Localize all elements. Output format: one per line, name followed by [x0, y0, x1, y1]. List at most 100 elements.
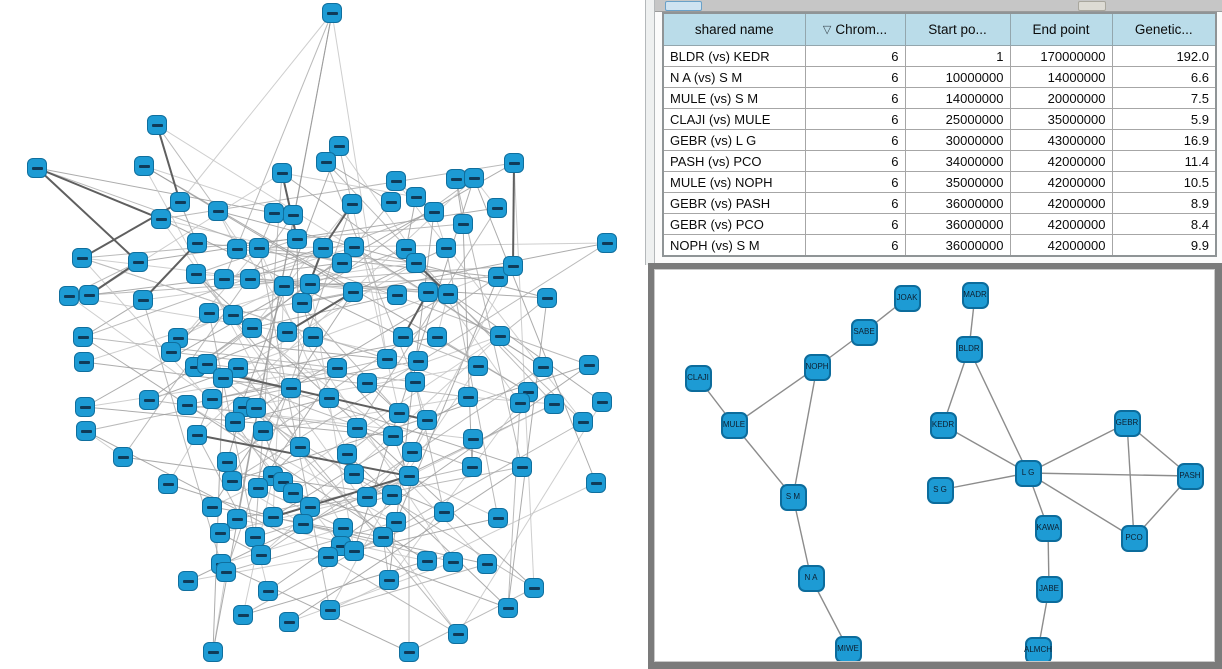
network-node-kawa[interactable]: KAWA — [1034, 514, 1062, 542]
scrollbar-thumb[interactable] — [665, 1, 702, 11]
network-node[interactable] — [344, 237, 364, 257]
table-cell[interactable]: 6 — [804, 66, 906, 88]
network-node[interactable] — [283, 205, 303, 225]
network-node[interactable] — [242, 318, 262, 338]
table-cell[interactable]: 170000000 — [1009, 45, 1113, 67]
table-cell[interactable]: GEBR (vs) PASH — [662, 192, 806, 214]
network-node[interactable] — [139, 390, 159, 410]
table-cell[interactable]: 42000000 — [1009, 213, 1113, 235]
network-node[interactable] — [170, 192, 190, 212]
table-cell[interactable]: 6 — [804, 87, 906, 109]
network-node[interactable] — [436, 238, 456, 258]
table-cell[interactable]: 42000000 — [1009, 150, 1113, 172]
table-row[interactable]: NOPH (vs) S M 6 36000000 42000000 9.9 — [662, 234, 1217, 257]
panel-splitter[interactable] — [645, 0, 655, 265]
network-node[interactable] — [213, 368, 233, 388]
column-header-genetic-[interactable]: Genetic... — [1111, 12, 1217, 46]
network-node[interactable] — [300, 274, 320, 294]
network-node-noph[interactable]: NOPH — [803, 353, 831, 381]
network-node[interactable] — [406, 187, 426, 207]
table-cell[interactable]: 10.5 — [1111, 171, 1217, 193]
network-node[interactable] — [458, 387, 478, 407]
network-node[interactable] — [263, 507, 283, 527]
network-node[interactable] — [227, 239, 247, 259]
table-row[interactable]: BLDR (vs) KEDR 6 1 170000000 192.0 — [662, 45, 1217, 67]
network-node[interactable] — [402, 442, 422, 462]
column-header-shared-name[interactable]: shared name — [662, 12, 806, 46]
network-node[interactable] — [186, 264, 206, 284]
table-cell[interactable]: 14000000 — [904, 87, 1011, 109]
network-node[interactable] — [333, 518, 353, 538]
network-node[interactable] — [251, 545, 271, 565]
network-node[interactable] — [498, 598, 518, 618]
table-cell[interactable]: 6 — [804, 192, 906, 214]
network-node[interactable] — [377, 349, 397, 369]
network-node[interactable] — [187, 425, 207, 445]
network-node[interactable] — [253, 421, 273, 441]
network-node[interactable] — [344, 541, 364, 561]
network-node[interactable] — [337, 444, 357, 464]
table-row[interactable]: MULE (vs) NOPH 6 35000000 42000000 10.5 — [662, 171, 1217, 193]
network-node[interactable] — [383, 426, 403, 446]
table-cell[interactable]: 6 — [804, 234, 906, 257]
table-cell[interactable]: 6 — [804, 150, 906, 172]
network-node[interactable] — [382, 485, 402, 505]
table-cell[interactable]: 35000000 — [1009, 108, 1113, 130]
network-node[interactable] — [477, 554, 497, 574]
table-cell[interactable]: GEBR (vs) L G — [662, 129, 806, 151]
network-node[interactable] — [446, 169, 466, 189]
network-node[interactable] — [233, 605, 253, 625]
network-node[interactable] — [417, 410, 437, 430]
network-node[interactable] — [222, 471, 242, 491]
network-node-pco[interactable]: PCO — [1120, 524, 1148, 552]
network-node[interactable] — [197, 354, 217, 374]
table-cell[interactable]: MULE (vs) NOPH — [662, 171, 806, 193]
network-node[interactable] — [279, 612, 299, 632]
network-node[interactable] — [537, 288, 557, 308]
network-node[interactable] — [424, 202, 444, 222]
network-node[interactable] — [134, 156, 154, 176]
network-node[interactable] — [453, 214, 473, 234]
network-node[interactable] — [544, 394, 564, 414]
network-node[interactable] — [287, 229, 307, 249]
network-node[interactable] — [462, 457, 482, 477]
network-node[interactable] — [503, 256, 523, 276]
network-node[interactable] — [342, 194, 362, 214]
network-node[interactable] — [487, 198, 507, 218]
network-node-joak[interactable]: JOAK — [893, 284, 921, 312]
table-cell[interactable]: 16.9 — [1111, 129, 1217, 151]
network-node[interactable] — [245, 527, 265, 547]
network-node[interactable] — [592, 392, 612, 412]
network-node-claji[interactable]: CLAJI — [684, 364, 712, 392]
network-node[interactable] — [524, 578, 544, 598]
column-grip[interactable] — [1078, 1, 1106, 11]
network-node[interactable] — [246, 398, 266, 418]
network-node[interactable] — [406, 253, 426, 273]
network-node[interactable] — [408, 351, 428, 371]
network-node[interactable] — [327, 358, 347, 378]
network-node[interactable] — [283, 483, 303, 503]
table-cell[interactable]: 8.4 — [1111, 213, 1217, 235]
network-node[interactable] — [343, 282, 363, 302]
table-cell[interactable]: 9.9 — [1111, 234, 1217, 257]
table-cell[interactable]: 6.6 — [1111, 66, 1217, 88]
column-header-chrom-[interactable]: ▽ Chrom... — [804, 12, 906, 46]
network-node[interactable] — [488, 508, 508, 528]
network-node[interactable] — [158, 474, 178, 494]
network-node[interactable] — [329, 136, 349, 156]
network-node[interactable] — [386, 171, 406, 191]
network-node[interactable] — [272, 163, 292, 183]
network-node[interactable] — [504, 153, 524, 173]
network-node-pash[interactable]: PASH — [1176, 462, 1204, 490]
table-cell[interactable]: PASH (vs) PCO — [662, 150, 806, 172]
table-cell[interactable]: 43000000 — [1009, 129, 1113, 151]
network-node[interactable] — [387, 285, 407, 305]
table-cell[interactable]: N A (vs) S M — [662, 66, 806, 88]
subnetwork-view[interactable]: JOAK MADR SABE BLDR NOPH CLAJI KEDR GEBR MULE L G… — [654, 269, 1215, 662]
table-cell[interactable]: 30000000 — [904, 129, 1011, 151]
network-node[interactable] — [434, 502, 454, 522]
table-row[interactable]: MULE (vs) S M 6 14000000 20000000 7.5 — [662, 87, 1217, 109]
network-node[interactable] — [217, 452, 237, 472]
network-node[interactable] — [128, 252, 148, 272]
network-node[interactable] — [293, 514, 313, 534]
